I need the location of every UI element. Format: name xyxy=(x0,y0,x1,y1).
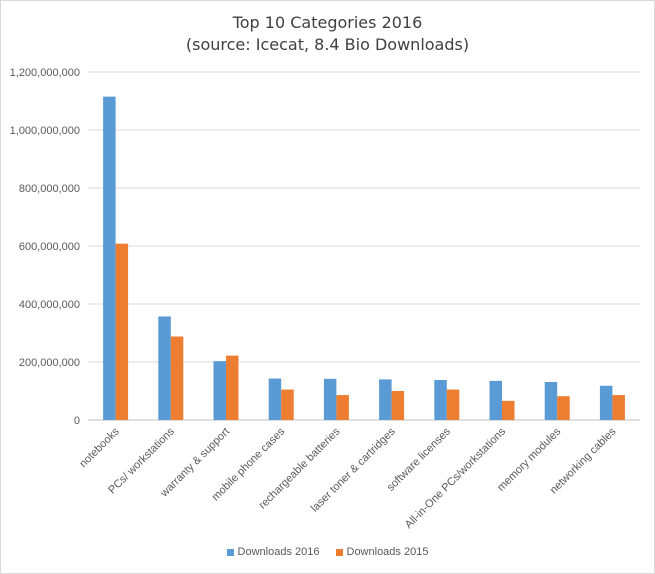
x-category-label: All-in-One PCs/workstations xyxy=(403,425,509,531)
legend-item-2016: Downloads 2016 xyxy=(226,546,320,558)
bar-2015 xyxy=(446,389,460,420)
bar-2016 xyxy=(599,385,613,420)
legend-swatch-2015 xyxy=(335,548,343,556)
legend: Downloads 2016 Downloads 2015 xyxy=(0,546,655,558)
bar-2016 xyxy=(434,379,447,420)
legend-label-2016: Downloads 2016 xyxy=(237,546,320,558)
y-tick-label: 1,000,000,000 xyxy=(10,125,80,137)
legend-label-2015: Downloads 2015 xyxy=(346,546,429,558)
bars xyxy=(103,96,625,421)
bar-2016 xyxy=(489,380,502,420)
bar-2015 xyxy=(391,391,405,420)
x-category-label: notebooks xyxy=(77,425,122,470)
y-tick-label: 600,000,000 xyxy=(19,241,80,253)
bar-2016 xyxy=(213,361,226,420)
bar-2016 xyxy=(379,379,392,420)
bar-2016 xyxy=(158,316,171,420)
legend-item-2015: Downloads 2015 xyxy=(335,546,429,558)
y-axis-ticks: 0 200,000,000 400,000,000 600,000,000 800,00… xyxy=(10,67,80,427)
bar-2015 xyxy=(115,243,129,420)
bar-2015 xyxy=(226,355,239,420)
bar-2015 xyxy=(557,396,570,420)
bar-2015 xyxy=(170,336,184,420)
bar-2015 xyxy=(502,400,515,420)
y-tick-label: 1,200,000,000 xyxy=(10,67,80,79)
y-tick-label: 200,000,000 xyxy=(19,357,80,369)
bar-2015 xyxy=(281,389,294,420)
bar-2016 xyxy=(323,378,337,420)
bar-2015 xyxy=(612,395,625,420)
bar-2016 xyxy=(103,96,116,421)
chart-title: Top 10 Categories 2016 xyxy=(232,13,423,32)
legend-swatch-2016 xyxy=(226,548,234,556)
bar-2016 xyxy=(268,378,282,420)
chart-subtitle: (source: Icecat, 8.4 Bio Downloads) xyxy=(185,35,470,54)
bar-2015 xyxy=(336,395,349,420)
bar-2016 xyxy=(544,382,558,420)
chart-title-block: Top 10 Categories 2016 (source: Icecat, … xyxy=(0,12,655,56)
y-tick-label: 800,000,000 xyxy=(19,183,80,195)
y-tick-label: 400,000,000 xyxy=(19,299,80,311)
y-tick-label: 0 xyxy=(74,415,80,427)
